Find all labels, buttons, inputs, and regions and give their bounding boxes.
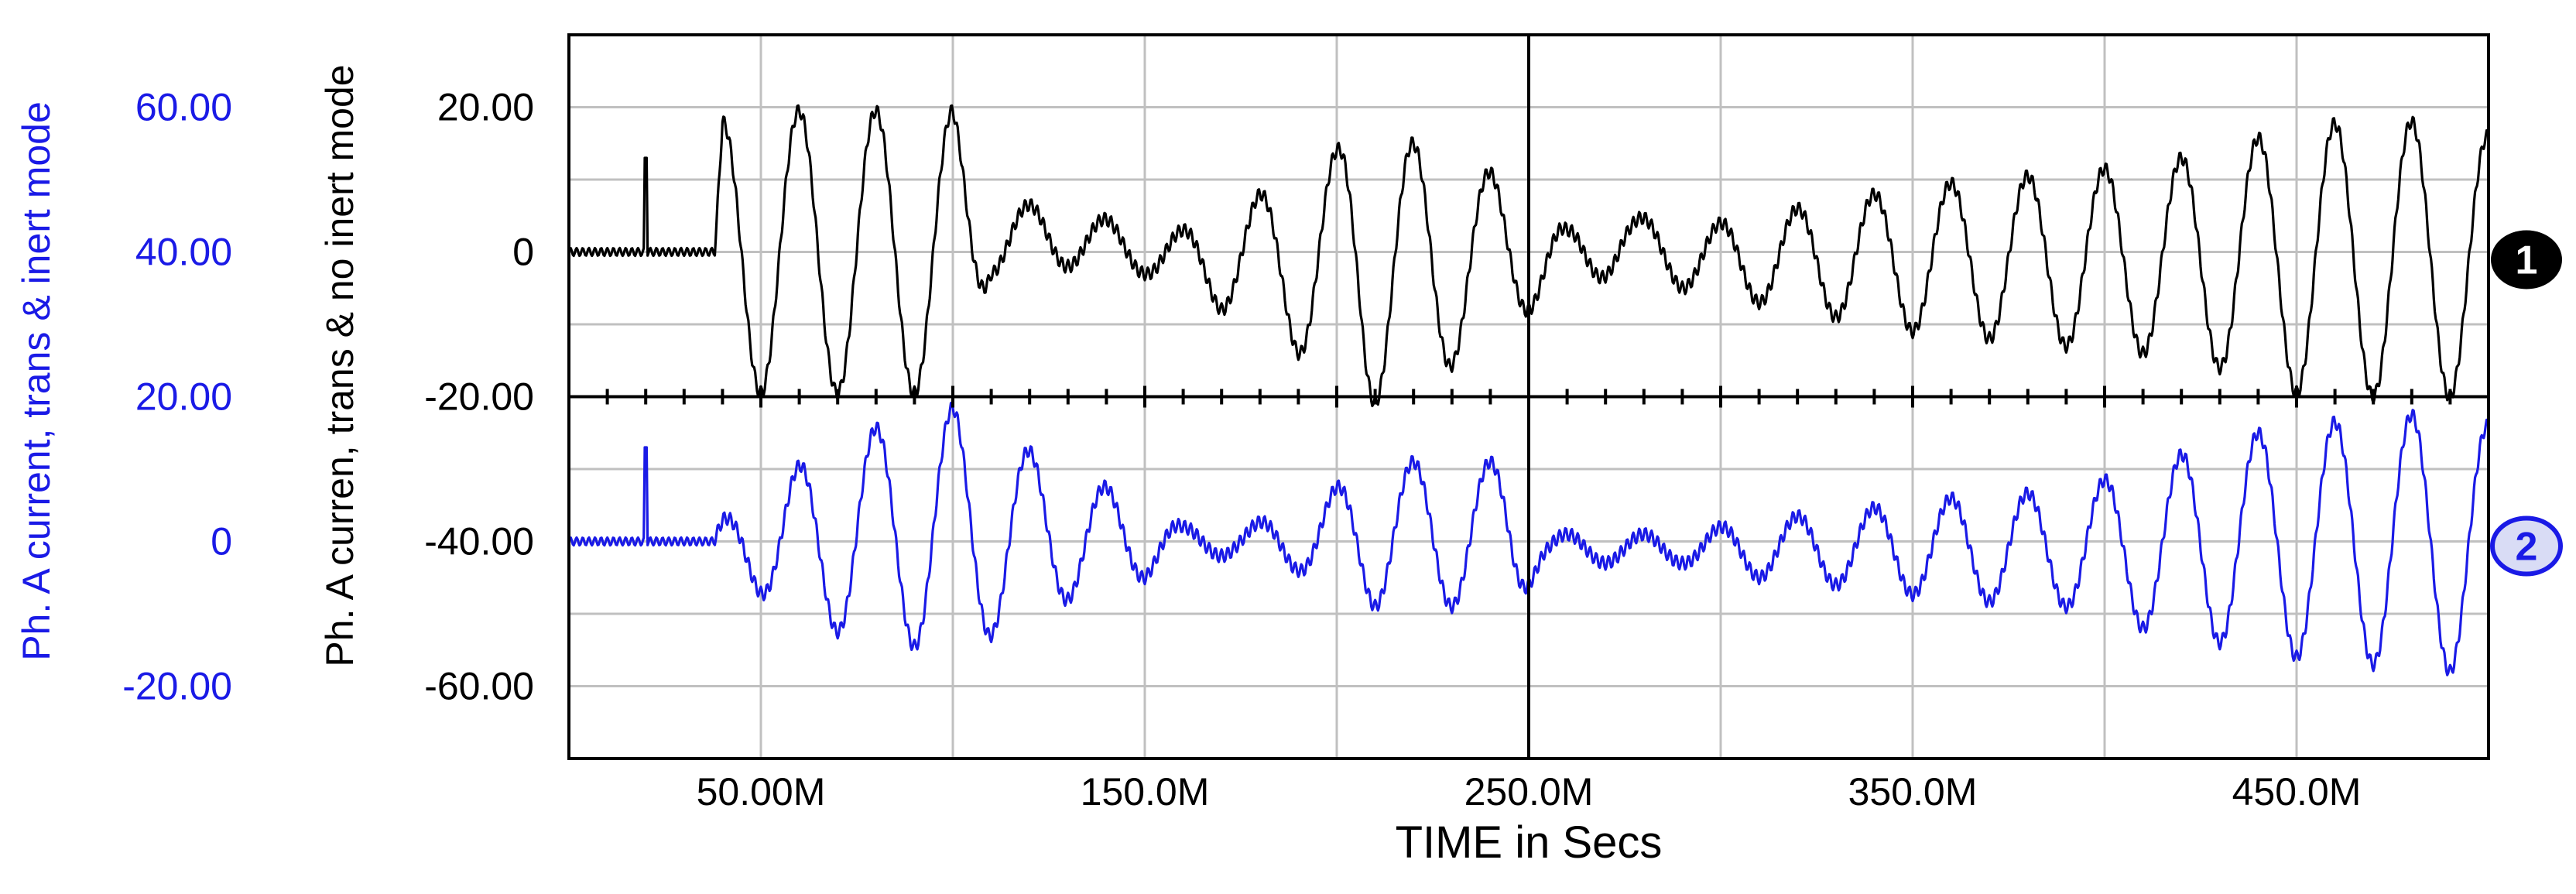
- series-marker-2: [2490, 516, 2563, 577]
- series-marker-2-label: 2: [2516, 525, 2538, 570]
- y-tick-label-black: 20.00: [437, 86, 534, 129]
- y-tick-label-black: -40.00: [424, 520, 534, 563]
- y-axis-title-black: Ph. A curren, trans & no inert mode: [318, 64, 361, 666]
- y-tick-label-blue: 60.00: [135, 86, 232, 129]
- y-tick-label-blue: 40.00: [135, 231, 232, 274]
- x-tick-label: 450.0M: [2232, 770, 2362, 814]
- marker-layer: 12: [2490, 230, 2563, 577]
- label-layer: 50.00M 150.0M 250.0M 350.0M 450.0M TIME in Se…: [15, 64, 2361, 868]
- y-axis-title-blue: Ph. A current, trans & inert mode: [15, 101, 58, 661]
- y-tick-label-blue: 0: [211, 520, 232, 563]
- x-axis-title: TIME in Secs: [1396, 817, 1663, 868]
- x-tick-label: 50.00M: [697, 770, 826, 814]
- x-tick-label: 150.0M: [1081, 770, 1210, 814]
- y-tick-label-black: 0: [512, 231, 534, 274]
- x-tick-label: 350.0M: [1848, 770, 1978, 814]
- y-tick-label-black: -20.00: [424, 375, 534, 419]
- x-tick-label: 250.0M: [1464, 770, 1594, 814]
- y-tick-label-blue: 20.00: [135, 375, 232, 419]
- series-marker-1-label: 1: [2516, 238, 2538, 283]
- tick-layer: [605, 385, 2452, 408]
- y-tick-label-blue: -20.00: [122, 665, 232, 708]
- series-marker-1: [2491, 230, 2562, 289]
- y-tick-label-black: -60.00: [424, 665, 534, 708]
